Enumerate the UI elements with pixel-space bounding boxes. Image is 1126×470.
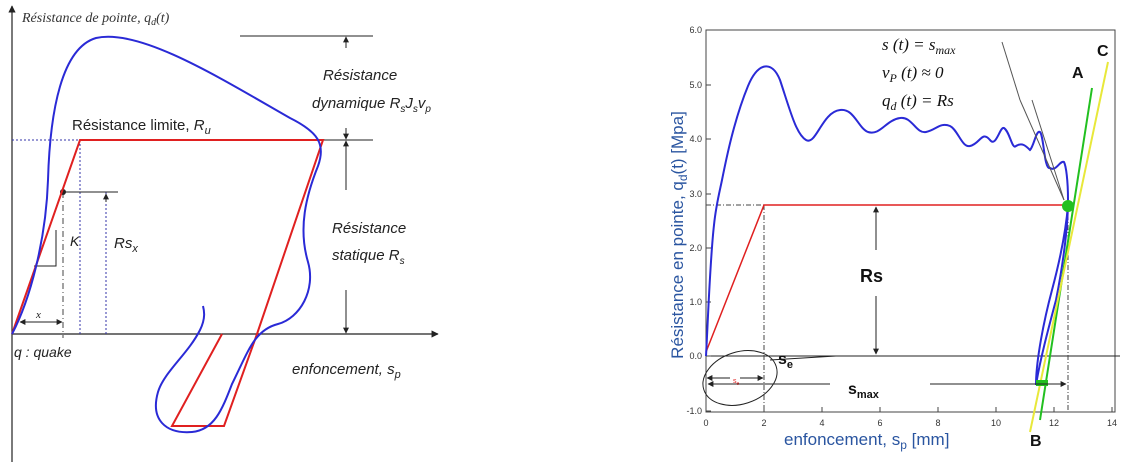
x-tick-0: 0: [703, 418, 708, 428]
quake-label: q : quake: [14, 344, 72, 360]
left-red-model: [11, 139, 325, 427]
se-pointer: [769, 355, 837, 361]
k-label: K: [70, 233, 80, 249]
res-dyn-label-1: Résistance: [323, 67, 397, 84]
se-small-label: se: [733, 378, 740, 387]
x-tick-6: 6: [877, 418, 882, 428]
y-tick-0: 0.0: [689, 351, 702, 361]
x-tick-10: 10: [991, 418, 1001, 428]
x-tick-8: 8: [935, 418, 940, 428]
left-ylabel: Résistance de pointe, qd(t): [21, 11, 170, 28]
y-tick-3: 3.0: [689, 189, 702, 199]
y-tick-4: 4.0: [689, 134, 702, 144]
plot-frame: [705, 29, 1116, 413]
eq-pointer-3: [1019, 99, 1065, 201]
tangent-yellow-C: [1029, 61, 1109, 433]
x-label: x: [35, 309, 41, 321]
label-A: A: [1072, 65, 1084, 82]
right-ylabel: Résistance en pointe, qd(t) [Mpa]: [668, 111, 690, 359]
label-B: B: [1030, 433, 1042, 450]
left-blue-curve: [11, 35, 322, 434]
rsx-label: Rsx: [114, 235, 138, 255]
left-diagram: Résistance de pointe, qd(t) Résistance l…: [8, 5, 439, 462]
x-tick-labels: 0 2 4 6 8 10 12 14: [703, 418, 1117, 428]
x-tick-12: 12: [1049, 418, 1059, 428]
right-blue-curve: [705, 65, 1070, 386]
rs-label: Rs: [860, 266, 883, 286]
label-C: C: [1097, 43, 1109, 60]
y-tick-6: 6.0: [689, 25, 702, 35]
y-tick-1: 1.0: [689, 297, 702, 307]
y-tick-labels: 6.0 5.0 4.0 3.0 2.0 1.0 0.0 -1.0: [686, 25, 702, 416]
eq-qd: qd (t) = Rs: [882, 91, 954, 113]
x-tick-4: 4: [819, 418, 824, 428]
tick-marks: [705, 29, 1113, 412]
tangent-green-AB: [1039, 87, 1093, 421]
res-dyn-label-2: dynamique RsJsvp: [312, 95, 431, 115]
x-tick-14: 14: [1107, 418, 1117, 428]
y-tick-2: 2.0: [689, 243, 702, 253]
y-tick-5: 5.0: [689, 80, 702, 90]
k-slope-triangle: [34, 230, 57, 267]
y-tick-m1: -1.0: [686, 406, 702, 416]
smax-label: smax: [848, 381, 880, 401]
right-chart: 6.0 5.0 4.0 3.0 2.0 1.0 0.0 -1.0 0 2 4 6…: [668, 25, 1120, 452]
right-red-model: [705, 204, 1066, 353]
se-ellipse: [702, 350, 778, 406]
res-limite-label: Résistance limite, Ru: [72, 117, 211, 137]
right-xlabel: enfoncement, sp [mm]: [784, 430, 949, 452]
res-stat-label-1: Résistance: [332, 220, 406, 237]
intersection-point: [1062, 200, 1074, 212]
eq-smax: s (t) = smax: [882, 35, 956, 57]
eq-pointer-lines: [1031, 99, 1065, 201]
x-tick-2: 2: [761, 418, 766, 428]
res-stat-label-2: statique Rs: [332, 247, 405, 267]
se-label: se: [778, 351, 793, 371]
eq-vp: vP (t) ≈ 0: [882, 63, 944, 85]
left-xlabel: enfoncement, sp: [292, 361, 401, 381]
condition-equations: s (t) = smax vP (t) ≈ 0 qd (t) = Rs: [882, 35, 956, 113]
eq-pointer-2: [1001, 41, 1021, 101]
